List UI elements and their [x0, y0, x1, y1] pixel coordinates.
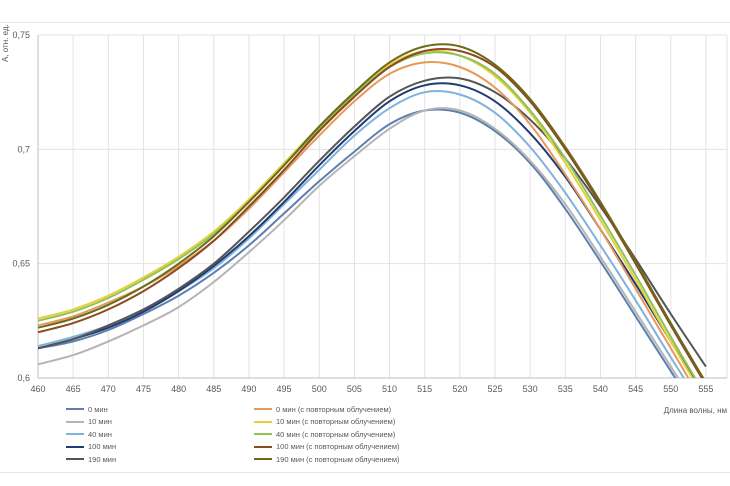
series-group [38, 44, 706, 426]
x-tick-label: 540 [593, 384, 608, 394]
legend-swatch [66, 408, 84, 410]
legend-swatch [66, 421, 84, 423]
legend-swatch [254, 446, 272, 448]
series-line-4 [38, 83, 706, 398]
y-tick-label: 0,65 [12, 259, 30, 269]
legend-swatch [254, 408, 272, 410]
legend-item: 190 мин (с повторным облучением) [254, 454, 400, 464]
legend-item: 10 мин [66, 417, 112, 427]
x-tick-label: 515 [417, 384, 432, 394]
legend-item: 10 мин (с повторным облучением) [254, 417, 395, 427]
x-tick-label: 460 [30, 384, 45, 394]
series-line-2 [38, 108, 706, 421]
x-tick-label: 510 [382, 384, 397, 394]
x-tick-label: 495 [277, 384, 292, 394]
series-line-9 [38, 49, 706, 385]
bottom-border [0, 472, 730, 473]
legend-label: 190 мин (с повторным облучением) [276, 455, 400, 464]
legend-item: 100 мин [66, 442, 116, 452]
legend-label: 10 мин (с повторным облучением) [276, 417, 395, 426]
legend-swatch [66, 433, 84, 435]
x-tick-label: 525 [487, 384, 502, 394]
x-tick-label: 530 [523, 384, 538, 394]
x-tick-label: 535 [558, 384, 573, 394]
series-line-8 [38, 52, 706, 396]
legend-swatch [254, 433, 272, 435]
legend-label: 40 мин (с повторным облучением) [276, 430, 395, 439]
legend-label: 40 мин [88, 430, 112, 439]
series-line-3 [38, 91, 706, 412]
y-tick-label: 0,7 [17, 144, 30, 154]
x-tick-label: 475 [136, 384, 151, 394]
legend-label: 10 мин [88, 417, 112, 426]
y-tick-label: 0,75 [12, 30, 30, 40]
legend-item: 40 мин (с повторным облучением) [254, 429, 395, 439]
x-tick-label: 470 [101, 384, 116, 394]
legend-item: 40 мин [66, 429, 112, 439]
x-axis-title: Длина волны, нм [664, 406, 727, 415]
legend-label: 190 мин [88, 455, 116, 464]
x-tick-label: 520 [452, 384, 467, 394]
x-tick-label: 485 [206, 384, 221, 394]
y-axis-title: A, отн. ед. [1, 24, 10, 62]
legend-swatch [66, 458, 84, 460]
x-tick-label: 500 [312, 384, 327, 394]
legend-swatch [254, 458, 272, 460]
legend-label: 0 мин [88, 405, 108, 414]
x-tick-label: 555 [698, 384, 713, 394]
legend-item: 100 мин (с повторным облучением) [254, 442, 400, 452]
x-tick-label: 550 [663, 384, 678, 394]
legend-swatch [254, 421, 272, 423]
x-tick-label: 545 [628, 384, 643, 394]
x-tick-label: 465 [66, 384, 81, 394]
x-tick-label: 480 [171, 384, 186, 394]
legend-item: 190 мин [66, 454, 116, 464]
legend-label: 0 мин (с повторным облучением) [276, 405, 391, 414]
y-tick-label: 0,6 [17, 373, 30, 383]
x-tick-label: 505 [347, 384, 362, 394]
x-tick-label: 490 [241, 384, 256, 394]
legend-label: 100 мин (с повторным облучением) [276, 442, 400, 451]
legend-label: 100 мин [88, 442, 116, 451]
series-line-1 [38, 109, 706, 426]
legend-item: 0 мин (с повторным облучением) [254, 404, 391, 414]
legend-swatch [66, 446, 84, 448]
legend-item: 0 мин [66, 404, 108, 414]
